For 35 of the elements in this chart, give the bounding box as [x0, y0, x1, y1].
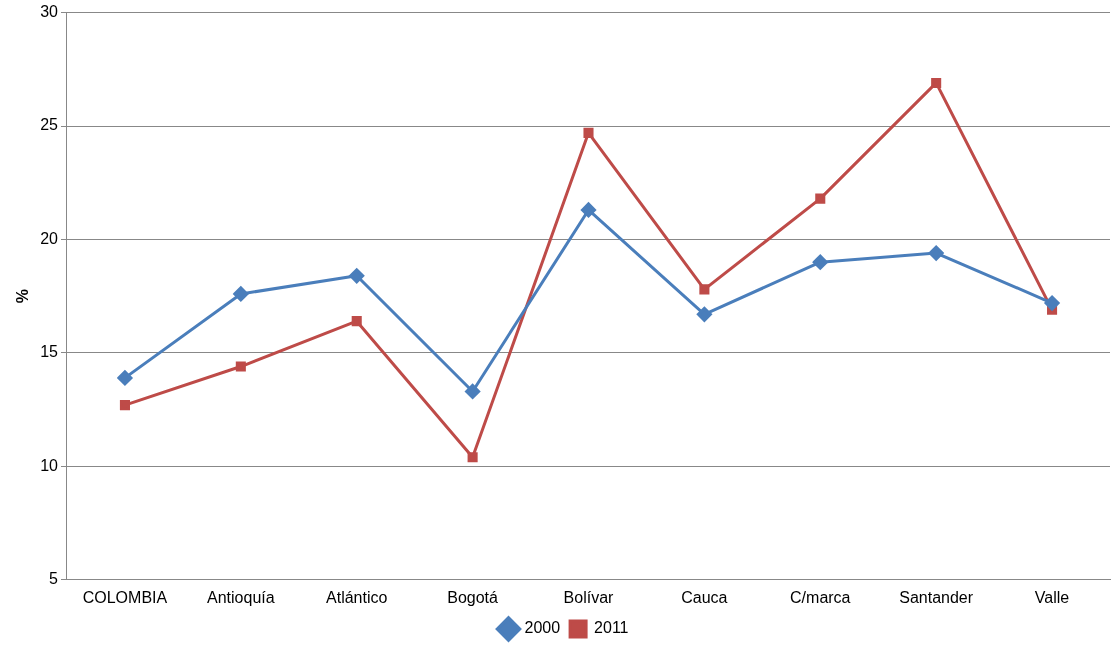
x-tick-label: Cauca [681, 588, 728, 606]
y-tick-label: 5 [49, 570, 59, 588]
point [812, 254, 828, 270]
y-tick-label: 10 [40, 456, 59, 474]
y-tick-label: 30 [40, 3, 59, 21]
x-tick-label: Atlántico [326, 588, 388, 606]
point [465, 383, 481, 399]
x-tick-label: Antioquía [207, 588, 275, 606]
point [117, 370, 133, 386]
point [699, 284, 710, 295]
y-axis-title: % [14, 289, 32, 304]
point [233, 286, 249, 302]
point [581, 202, 596, 218]
point [1044, 295, 1060, 311]
legend-label: 2000 [524, 619, 561, 637]
x-tick-label: Bolívar [563, 588, 615, 606]
y-tick-label: 15 [40, 343, 59, 361]
legend-label: 2011 [594, 619, 629, 637]
point [696, 306, 712, 322]
point [928, 245, 944, 261]
y-tick-label: 25 [40, 116, 59, 134]
x-tick-label: Santander [899, 588, 974, 606]
point [583, 127, 594, 138]
y-tick-label: 20 [40, 229, 59, 247]
point [235, 361, 246, 372]
point [815, 193, 826, 204]
x-tick-label: Bogotá [447, 588, 499, 606]
x-tick-label: COLOMBIA [82, 588, 168, 606]
point [931, 77, 942, 88]
point [467, 452, 478, 463]
x-tick-label: Valle [1034, 588, 1070, 606]
point [351, 316, 362, 327]
point [119, 400, 130, 411]
point [349, 268, 365, 284]
x-tick-label: C/marca [790, 588, 851, 606]
